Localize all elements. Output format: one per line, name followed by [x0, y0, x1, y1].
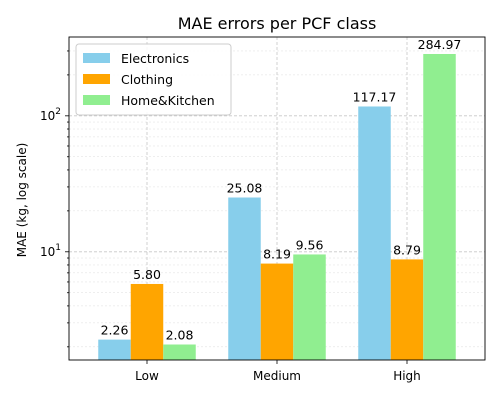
- bar: [293, 254, 326, 360]
- x-ticks: Low Medium High: [135, 360, 421, 383]
- bar: [163, 344, 196, 360]
- data-label: 2.08: [166, 328, 194, 343]
- chart-title: MAE errors per PCF class: [178, 14, 377, 33]
- data-label: 5.80: [133, 267, 161, 282]
- bar: [423, 53, 456, 361]
- bar: [390, 259, 424, 360]
- bar: [358, 106, 391, 360]
- data-labels: 2.26 25.08 117.17 5.80 8.19 8.79 2.08 9.56 284.9…: [101, 37, 462, 343]
- y-ticks: 101 102: [40, 50, 69, 348]
- legend-label: Home&Kitchen: [121, 93, 215, 108]
- legend-box: [75, 43, 232, 116]
- legend-swatch: [83, 95, 110, 105]
- x-tick-label: High: [393, 369, 421, 383]
- bar: [130, 283, 164, 360]
- legend-swatch: [83, 74, 110, 84]
- data-label: 9.56: [296, 237, 324, 252]
- legend-label: Clothing: [121, 72, 173, 87]
- x-tick-label: Low: [135, 369, 159, 383]
- y-tick-label: 102: [40, 107, 61, 123]
- legend-swatch: [83, 53, 110, 63]
- data-label: 8.79: [393, 242, 421, 257]
- y-axis-label: MAE (kg, log scale): [15, 143, 29, 258]
- data-label: 25.08: [227, 180, 263, 195]
- data-label: 2.26: [101, 323, 129, 338]
- y-tick-label: 101: [40, 243, 61, 259]
- data-label: 8.19: [263, 247, 291, 262]
- bar: [228, 197, 261, 360]
- legend-label: Electronics: [121, 51, 189, 66]
- legend: Electronics Clothing Home&Kitchen: [75, 43, 232, 116]
- bars: [98, 53, 456, 361]
- x-tick-label: Medium: [253, 369, 301, 383]
- data-label: 284.97: [418, 37, 462, 52]
- data-label: 117.17: [353, 89, 397, 104]
- bar: [260, 263, 294, 360]
- bar: [98, 339, 131, 360]
